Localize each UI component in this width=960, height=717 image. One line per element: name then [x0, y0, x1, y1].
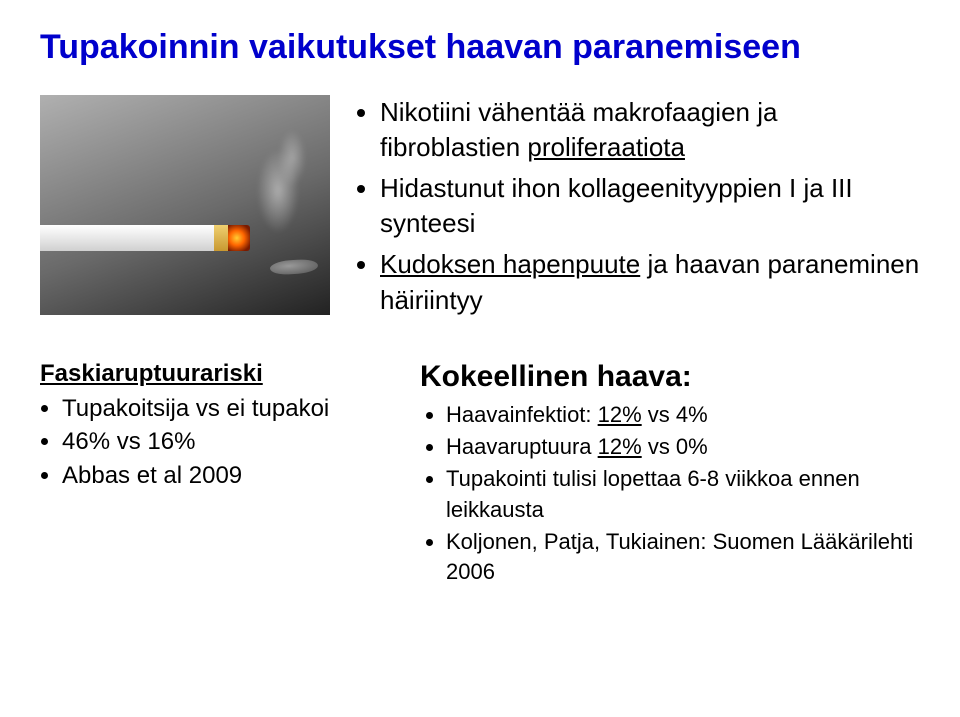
underlined-text: 12% — [598, 434, 642, 459]
top-row: Nikotiini vähentää makrofaagien ja fibro… — [40, 95, 920, 324]
bottom-row: Faskiaruptuurariski Tupakoitsija vs ei t… — [40, 360, 920, 590]
text: vs 4% — [642, 402, 708, 427]
list-item: Haavainfektiot: 12% vs 4% — [446, 400, 920, 430]
list-item: Kudoksen hapenpuute ja haavan paranemine… — [380, 247, 920, 317]
top-bullet-list: Nikotiini vähentää makrofaagien ja fibro… — [354, 95, 920, 324]
list-item: 46% vs 16% — [62, 425, 390, 459]
underlined-text: 12% — [598, 402, 642, 427]
cigarette-ember — [228, 225, 250, 251]
right-bullet-list: Haavainfektiot: 12% vs 4% Haavaruptuura … — [420, 400, 920, 588]
ash-graphic — [270, 258, 319, 275]
list-item: Koljonen, Patja, Tukiainen: Suomen Lääkä… — [446, 527, 920, 588]
smoke-graphic — [250, 125, 320, 235]
text: vs 0% — [642, 434, 708, 459]
underlined-text: Kudoksen hapenpuute — [380, 249, 640, 279]
slide-title: Tupakoinnin vaikutukset haavan paranemis… — [40, 28, 920, 67]
list-item: Hidastunut ihon kollageenityyppien I ja … — [380, 171, 920, 241]
right-column: Kokeellinen haava: Haavainfektiot: 12% v… — [420, 360, 920, 590]
cigarette-band — [214, 225, 228, 251]
left-bullet-list: Tupakoitsija vs ei tupakoi 46% vs 16% Ab… — [40, 392, 390, 493]
list-item: Nikotiini vähentää makrofaagien ja fibro… — [380, 95, 920, 165]
underlined-text: proliferaatiota — [527, 132, 685, 162]
left-heading: Faskiaruptuurariski — [40, 360, 390, 388]
cigarette-paper — [40, 225, 214, 251]
cigarette-image — [40, 95, 330, 315]
list-item: Abbas et al 2009 — [62, 459, 390, 493]
cigarette-graphic — [40, 225, 250, 251]
text: Haavaruptuura — [446, 434, 598, 459]
list-item: Haavaruptuura 12% vs 0% — [446, 432, 920, 462]
list-item: Tupakointi tulisi lopettaa 6-8 viikkoa e… — [446, 464, 920, 525]
left-column: Faskiaruptuurariski Tupakoitsija vs ei t… — [40, 360, 390, 590]
right-heading: Kokeellinen haava: — [420, 360, 920, 394]
text: Haavainfektiot: — [446, 402, 598, 427]
list-item: Tupakoitsija vs ei tupakoi — [62, 392, 390, 426]
